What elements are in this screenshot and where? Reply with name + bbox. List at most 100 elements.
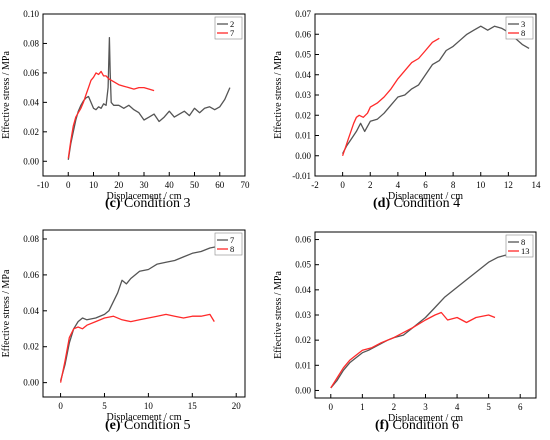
legend-label: 7 xyxy=(230,28,234,38)
legend-label: 3 xyxy=(521,19,525,29)
series-line-7 xyxy=(67,70,155,159)
y-axis-label: Effective stress / MPa xyxy=(1,51,12,139)
legend: 78 xyxy=(214,232,243,256)
legend-box xyxy=(214,232,243,256)
plot-frame xyxy=(314,13,537,177)
legend: 27 xyxy=(214,16,243,40)
x-tick-label: 0 xyxy=(58,401,63,411)
series-line-8 xyxy=(330,251,518,389)
y-tick-label: 0.00 xyxy=(23,378,39,388)
x-tick-label: 2 xyxy=(392,402,397,412)
legend: 38 xyxy=(505,16,534,40)
y-tick-label: 0.04 xyxy=(23,306,39,316)
x-tick-label: 6 xyxy=(518,402,523,412)
plot-frame xyxy=(42,13,246,177)
y-tick-label: -0.01 xyxy=(292,171,311,181)
x-tick-label: 0 xyxy=(66,180,71,190)
y-tick-label: 0.06 xyxy=(295,29,311,39)
legend-label: 2 xyxy=(230,19,234,29)
legend-label: 8 xyxy=(521,28,525,38)
y-tick-label: 0.02 xyxy=(23,127,39,137)
caption-e: (e) Condition 5 xyxy=(105,418,191,433)
y-tick-label: 0.08 xyxy=(23,234,39,244)
x-tick-label: 8 xyxy=(451,180,456,190)
legend-label: 8 xyxy=(230,244,234,254)
legend-box xyxy=(214,16,243,40)
y-tick-label: 0.02 xyxy=(295,335,311,345)
x-axis-label: Displacement / cm xyxy=(107,191,182,202)
y-tick-label: 0.01 xyxy=(295,360,311,370)
chart-panel-3: 0 5 10 15 20 0.00 0.02 0.04 0.06 0.08 Displacement… xyxy=(1,229,246,423)
x-axis-label: Displacement / cm xyxy=(388,191,463,202)
series-line-8 xyxy=(59,313,215,383)
legend: 813 xyxy=(505,234,534,258)
x-tick-label: 15 xyxy=(188,401,198,411)
x-tick-label: 10 xyxy=(476,180,486,190)
x-tick-label: 30 xyxy=(140,180,150,190)
y-tick-label: 0.06 xyxy=(23,270,39,280)
y-tick-label: 0.05 xyxy=(295,260,311,270)
x-tick-label: 0 xyxy=(340,180,345,190)
x-tick-label: 70 xyxy=(241,180,251,190)
y-axis-label: Effective stress / MPa xyxy=(273,51,284,139)
x-tick-label: 4 xyxy=(396,180,401,190)
series-line-13 xyxy=(330,311,496,389)
legend-label: 8 xyxy=(521,237,525,247)
x-axis-label: Displacement / cm xyxy=(388,413,463,424)
x-tick-label: 20 xyxy=(114,180,124,190)
y-tick-label: 0.04 xyxy=(295,70,311,80)
y-tick-label: 0.08 xyxy=(23,38,39,48)
x-tick-label: 4 xyxy=(455,402,460,412)
chart-panel-2: -2 0 2 4 6 8 10 12 14 -0.01 0.00 0.01 0.02 0.03 0.04 0.… xyxy=(273,9,541,202)
y-tick-label: 0.00 xyxy=(295,151,311,161)
legend-box xyxy=(505,16,534,40)
x-tick-label: 0 xyxy=(329,402,334,412)
x-tick-label: 5 xyxy=(486,402,491,412)
x-tick-label: 40 xyxy=(165,180,175,190)
series-line-7 xyxy=(59,243,228,381)
y-tick-label: 0.03 xyxy=(295,90,311,100)
series-line-2 xyxy=(67,36,231,160)
y-tick-label: 0.03 xyxy=(295,310,311,320)
chart-panel-4: 0 1 2 3 4 5 6 0.00 0.01 0.02 0.03 0.04 0.05 0.06 Displ… xyxy=(273,231,537,424)
x-tick-label: 1 xyxy=(360,402,365,412)
y-tick-label: 0.07 xyxy=(295,9,311,19)
y-tick-label: 0.00 xyxy=(295,385,311,395)
legend-label: 13 xyxy=(521,246,530,256)
y-tick-label: 0.04 xyxy=(295,285,311,295)
series-line-3 xyxy=(342,25,530,154)
chart-panel-1: -10 0 10 20 30 40 50 60 70 0.00 0.02 0.04 0.06 0.08 0.… xyxy=(1,9,250,202)
x-axis-label: Displacement / cm xyxy=(107,412,182,423)
x-tick-label: -10 xyxy=(37,180,49,190)
y-axis-label: Effective stress / MPa xyxy=(1,269,12,357)
x-tick-label: 2 xyxy=(368,180,373,190)
x-tick-label: 10 xyxy=(89,180,99,190)
y-tick-label: 0.05 xyxy=(295,50,311,60)
y-tick-label: 0.04 xyxy=(23,97,39,107)
caption-d: (d) Condition 4 xyxy=(373,196,461,211)
legend-label: 7 xyxy=(230,235,234,245)
caption-c: (c) Condition 3 xyxy=(105,196,191,211)
y-tick-label: 0.00 xyxy=(23,156,39,166)
y-tick-label: 0.02 xyxy=(295,110,311,120)
x-tick-label: 50 xyxy=(190,180,200,190)
y-tick-label: 0.06 xyxy=(295,235,311,245)
y-tick-label: 0.10 xyxy=(23,9,39,19)
x-tick-label: 12 xyxy=(504,180,513,190)
x-tick-label: 14 xyxy=(532,180,542,190)
x-tick-label: 60 xyxy=(215,180,225,190)
y-axis-label: Effective stress / MPa xyxy=(273,271,284,359)
caption-f: (f) Condition 6 xyxy=(375,418,460,433)
x-tick-label: 10 xyxy=(144,401,154,411)
y-tick-label: 0.06 xyxy=(23,68,39,78)
x-tick-label: 5 xyxy=(102,401,107,411)
x-tick-label: 6 xyxy=(423,180,428,190)
plot-frame xyxy=(42,229,246,398)
plot-frame xyxy=(314,231,537,399)
y-tick-label: 0.02 xyxy=(23,342,39,352)
series-line-8 xyxy=(341,37,440,157)
x-tick-label: -2 xyxy=(311,180,319,190)
y-tick-label: 0.01 xyxy=(295,131,311,141)
x-tick-label: 3 xyxy=(423,402,428,412)
